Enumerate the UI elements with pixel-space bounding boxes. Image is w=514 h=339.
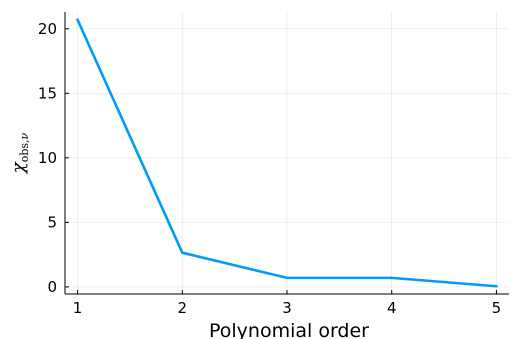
y-axis-title-main: χ (8, 161, 29, 175)
y-axis-title-sub-nu: ν (18, 132, 31, 139)
x-tick-label: 4 (387, 299, 397, 317)
x-tick-label: 5 (492, 299, 502, 317)
y-tick-label: 20 (38, 20, 57, 38)
data-point (495, 284, 498, 288)
x-axis-title: Polynomial order (209, 320, 369, 339)
tick-layer: 1 2 3 4 5 0 5 10 15 20 (38, 20, 501, 317)
y-tick-label: 0 (47, 278, 57, 296)
data-point (390, 276, 394, 280)
grid (65, 12, 509, 294)
svg-text:χobs,ν: χobs,ν (8, 132, 31, 175)
y-tick-label: 15 (38, 84, 57, 102)
series-layer (76, 18, 498, 288)
y-tick-label: 10 (38, 149, 57, 167)
x-tick-label: 3 (282, 299, 292, 317)
y-tick-label: 5 (47, 213, 57, 231)
y-axis-title: χobs,ν (8, 132, 31, 175)
x-tick-label: 2 (178, 299, 188, 317)
data-point (76, 18, 79, 22)
y-axis-title-sub: obs, (18, 139, 31, 162)
data-point (180, 251, 184, 255)
x-tick-label: 1 (73, 299, 83, 317)
data-point (285, 276, 289, 280)
